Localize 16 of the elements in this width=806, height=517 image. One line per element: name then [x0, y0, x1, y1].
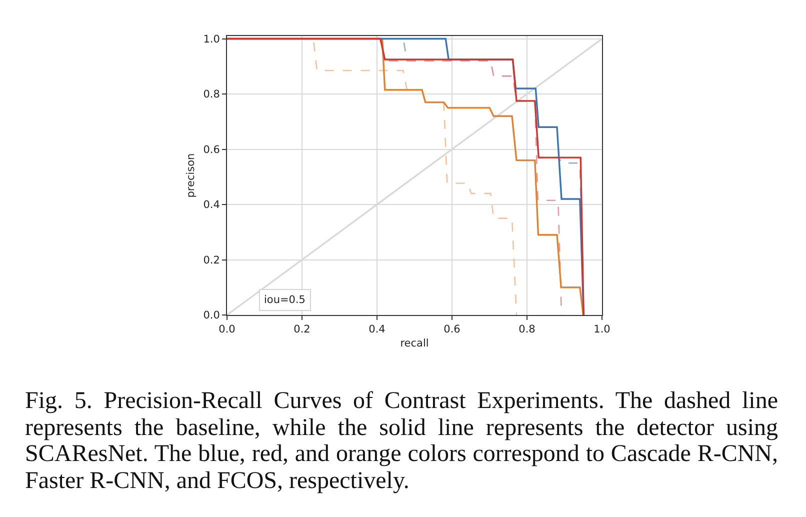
x-tick-label: 0.8: [518, 324, 536, 336]
y-tick-label: 0.6: [203, 144, 220, 156]
y-tick-label: 0.0: [203, 310, 220, 322]
caption: Fig. 5. Precision-Recall Curves of Contrast Experiments. The dashed line represents the baseline, while the solid line represents the detector using SCAResNet. The blue, red, and orange colors correspond to Cascade R-CNN, Faster R-CNN, and FCOS, respectively.: [25, 388, 778, 494]
annotation: iou=0.5: [264, 294, 306, 306]
x-tick-label: 0.0: [218, 324, 236, 336]
x-axis-title: recall: [400, 337, 429, 350]
y-axis-title: precison: [185, 153, 198, 198]
x-tick-label: 0.4: [368, 324, 386, 336]
x-tick-label: 1.0: [594, 324, 610, 336]
y-tick-label: 1.0: [203, 33, 220, 46]
y-tick-label: 0.2: [203, 254, 220, 266]
y-tick-label: 0.4: [203, 199, 220, 212]
x-tick-label: 0.2: [294, 324, 310, 336]
y-tick-label: 0.8: [203, 88, 220, 101]
x-tick-label: 0.6: [444, 324, 461, 336]
